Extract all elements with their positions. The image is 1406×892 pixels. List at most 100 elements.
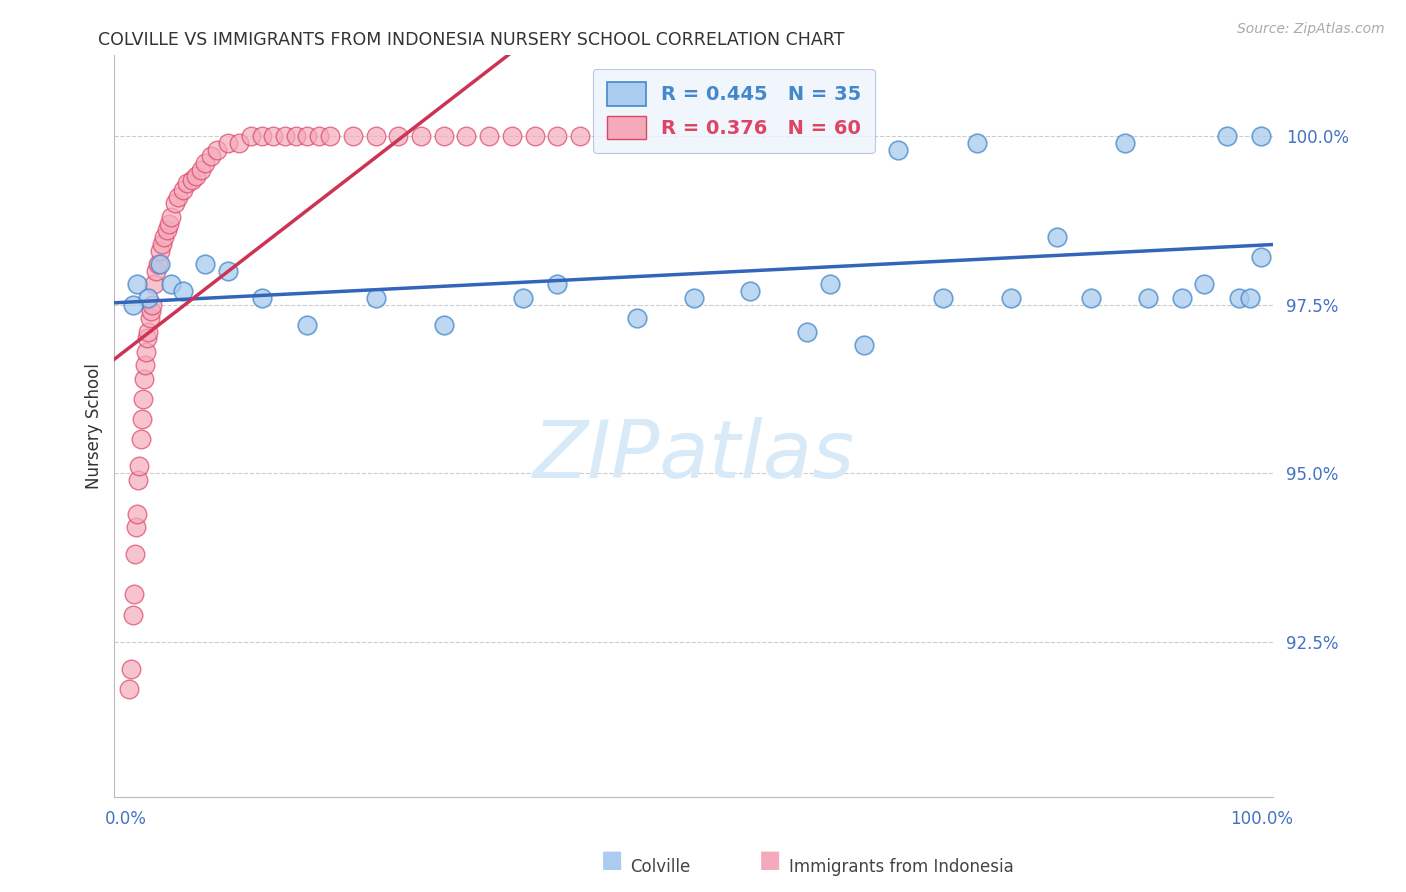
Point — [364, 291, 387, 305]
Point — [887, 143, 910, 157]
Point — [250, 291, 273, 305]
Point — [180, 173, 202, 187]
Point — [626, 311, 648, 326]
Point — [1136, 291, 1159, 305]
Point — [285, 129, 308, 144]
Point — [153, 230, 176, 244]
Point — [150, 236, 173, 251]
Text: ZIPatlas: ZIPatlas — [533, 417, 855, 494]
Point — [250, 129, 273, 144]
Point — [186, 169, 208, 184]
Point — [1216, 129, 1239, 144]
Point — [297, 318, 319, 332]
Point — [138, 311, 160, 326]
Point — [217, 136, 239, 150]
Point — [124, 547, 146, 561]
Point — [364, 129, 387, 144]
Point — [297, 129, 319, 144]
Point — [163, 196, 186, 211]
Point — [136, 331, 159, 345]
Point — [1250, 251, 1272, 265]
Point — [118, 681, 141, 696]
Point — [409, 129, 432, 144]
Point — [127, 473, 149, 487]
Point — [121, 297, 143, 311]
Point — [157, 217, 180, 231]
Point — [932, 291, 955, 305]
Text: ■: ■ — [600, 848, 623, 872]
Point — [1080, 291, 1102, 305]
Point — [160, 277, 183, 292]
Point — [740, 284, 762, 298]
Point — [135, 344, 157, 359]
Point — [342, 129, 364, 144]
Point — [852, 338, 875, 352]
Point — [1046, 230, 1069, 244]
Point — [190, 162, 212, 177]
Point — [546, 277, 568, 292]
Point — [138, 325, 160, 339]
Point — [433, 318, 456, 332]
Point — [239, 129, 262, 144]
Point — [127, 507, 149, 521]
Point — [796, 325, 818, 339]
Point — [125, 520, 148, 534]
Point — [262, 129, 284, 144]
Point — [217, 264, 239, 278]
Point — [456, 129, 478, 144]
Point — [200, 149, 222, 163]
Point — [128, 459, 150, 474]
Point — [172, 183, 194, 197]
Point — [194, 156, 217, 170]
Point — [122, 587, 145, 601]
Point — [129, 433, 152, 447]
Point — [818, 277, 841, 292]
Point — [194, 257, 217, 271]
Point — [160, 210, 183, 224]
Point — [138, 291, 160, 305]
Legend: R = 0.445   N = 35, R = 0.376   N = 60: R = 0.445 N = 35, R = 0.376 N = 60 — [593, 69, 875, 153]
Point — [319, 129, 342, 144]
Point — [146, 257, 169, 271]
Point — [149, 257, 172, 271]
Point — [141, 297, 163, 311]
Point — [568, 129, 591, 144]
Point — [1114, 136, 1136, 150]
Point — [121, 607, 143, 622]
Text: ■: ■ — [759, 848, 782, 872]
Point — [523, 129, 546, 144]
Text: Immigrants from Indonesia: Immigrants from Indonesia — [789, 858, 1014, 876]
Point — [156, 223, 179, 237]
Point — [1171, 291, 1194, 305]
Point — [149, 244, 172, 258]
Text: Colville: Colville — [630, 858, 690, 876]
Point — [143, 277, 166, 292]
Point — [132, 392, 155, 406]
Point — [145, 264, 167, 278]
Text: COLVILLE VS IMMIGRANTS FROM INDONESIA NURSERY SCHOOL CORRELATION CHART: COLVILLE VS IMMIGRANTS FROM INDONESIA NU… — [98, 31, 845, 49]
Point — [682, 291, 704, 305]
Point — [228, 136, 250, 150]
Point — [546, 129, 568, 144]
Point — [1250, 129, 1272, 144]
Point — [512, 291, 534, 305]
Point — [134, 358, 156, 372]
Text: Source: ZipAtlas.com: Source: ZipAtlas.com — [1237, 22, 1385, 37]
Point — [205, 143, 228, 157]
Point — [1227, 291, 1250, 305]
Point — [478, 129, 501, 144]
Point — [167, 190, 190, 204]
Point — [387, 129, 409, 144]
Point — [308, 129, 330, 144]
Point — [127, 277, 149, 292]
Point — [274, 129, 297, 144]
Point — [501, 129, 523, 144]
Point — [139, 304, 162, 318]
Point — [172, 284, 194, 298]
Point — [966, 136, 988, 150]
Y-axis label: Nursery School: Nursery School — [86, 363, 103, 489]
Point — [120, 662, 142, 676]
Point — [132, 372, 155, 386]
Point — [131, 412, 153, 426]
Point — [1239, 291, 1261, 305]
